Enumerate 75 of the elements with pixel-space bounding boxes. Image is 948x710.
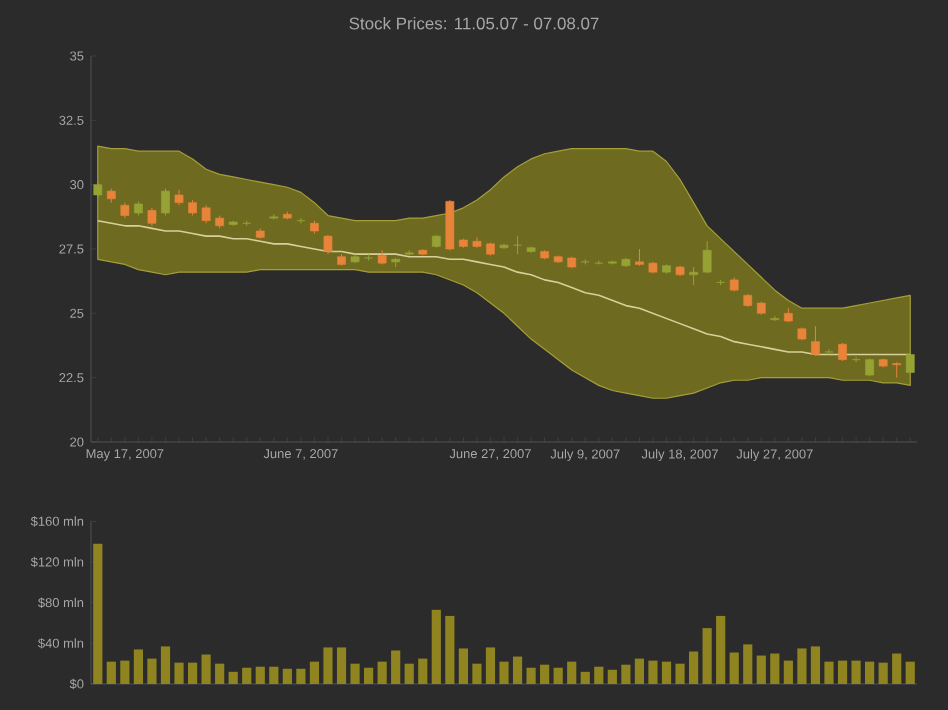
candlestick	[905, 352, 915, 375]
candlestick	[838, 342, 847, 362]
bar	[147, 658, 157, 684]
bar	[810, 646, 821, 684]
bar	[512, 656, 523, 684]
bar	[553, 667, 563, 684]
bar	[364, 667, 374, 684]
bar	[756, 655, 766, 684]
bar	[133, 649, 143, 684]
bar	[445, 615, 455, 684]
bar	[187, 662, 198, 684]
bar	[255, 666, 265, 684]
bar	[93, 543, 103, 684]
bar	[905, 661, 915, 684]
bar	[797, 648, 807, 684]
bar	[350, 663, 360, 684]
candlestick	[147, 207, 157, 227]
bar	[621, 664, 631, 684]
bar	[648, 660, 658, 684]
bar	[296, 668, 306, 684]
candlestick	[689, 266, 698, 286]
bar	[607, 669, 617, 684]
bar	[377, 661, 387, 684]
bar	[837, 660, 848, 684]
bar	[323, 647, 333, 684]
candlestick	[472, 236, 482, 249]
bar	[309, 661, 320, 684]
bar	[458, 648, 468, 684]
bar	[743, 644, 753, 684]
bar	[106, 661, 116, 684]
bar	[431, 609, 441, 684]
bar	[770, 653, 780, 684]
bar	[228, 671, 238, 684]
bar	[580, 671, 590, 684]
bar	[594, 666, 604, 684]
bar	[567, 661, 577, 684]
candlestick	[892, 361, 902, 379]
bar	[851, 660, 861, 684]
bar	[878, 662, 888, 684]
bar	[282, 668, 292, 684]
bar	[472, 663, 482, 684]
bar	[783, 660, 793, 684]
bar	[499, 661, 509, 684]
candlestick	[702, 240, 712, 274]
bar	[336, 647, 347, 684]
bar	[174, 662, 184, 684]
bar	[729, 652, 739, 684]
bar	[391, 650, 401, 684]
bar	[892, 653, 902, 684]
bar	[269, 666, 279, 684]
bar	[242, 667, 252, 684]
bar	[526, 667, 536, 684]
candlestick	[445, 199, 455, 251]
bar	[485, 647, 496, 684]
bar	[824, 661, 834, 684]
bar	[418, 658, 428, 684]
bar	[634, 658, 645, 684]
bar	[404, 663, 414, 684]
bar	[688, 651, 699, 684]
bar	[540, 664, 550, 684]
chart-title: Stock Prices: 11.05.07 - 07.08.07	[349, 17, 599, 30]
candlestick	[201, 204, 211, 224]
bar	[716, 615, 726, 684]
candlestick	[513, 235, 522, 255]
bar	[661, 661, 672, 684]
bar	[215, 663, 225, 684]
bar	[702, 628, 712, 684]
bar	[120, 660, 130, 684]
bar	[201, 654, 211, 684]
candlestick	[161, 188, 170, 217]
bar	[865, 661, 875, 684]
candlestick	[811, 325, 820, 357]
bar	[675, 663, 685, 684]
candlestick	[824, 348, 834, 355]
bar	[160, 646, 171, 684]
